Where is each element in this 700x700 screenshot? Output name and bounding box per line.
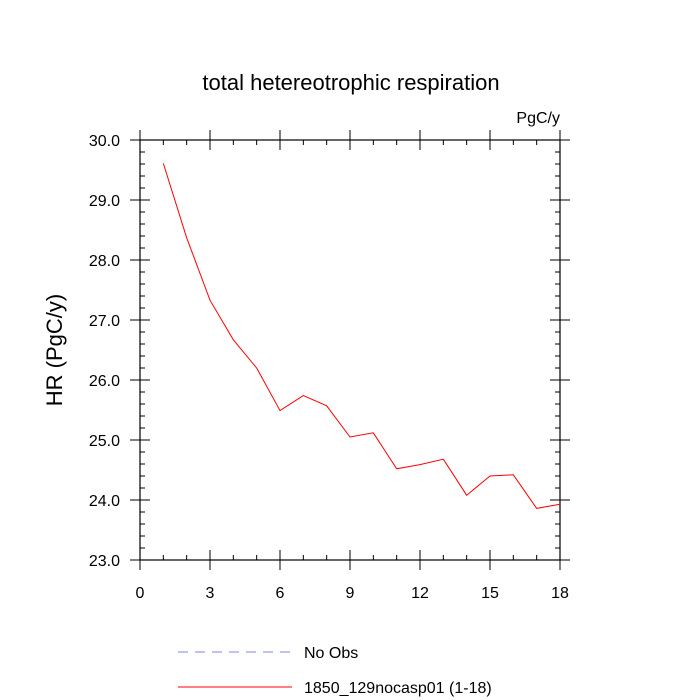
units-label: PgC/y (516, 110, 560, 127)
y-tick-label: 25.0 (89, 433, 120, 450)
y-tick-label: 30.0 (89, 133, 120, 150)
y-axis-label: HR (PgC/y) (42, 294, 67, 406)
y-tick-label: 28.0 (89, 253, 120, 270)
y-tick-label: 24.0 (89, 493, 120, 510)
y-tick-label: 29.0 (89, 193, 120, 210)
y-tick-label: 26.0 (89, 373, 120, 390)
x-tick-label: 6 (276, 585, 285, 602)
legend-label: No Obs (304, 645, 358, 662)
x-tick-label: 15 (481, 585, 499, 602)
y-tick-label: 23.0 (89, 553, 120, 570)
x-tick-label: 3 (206, 585, 215, 602)
legend-label: 1850_129nocasp01 (1-18) (304, 680, 492, 697)
y-tick-label: 27.0 (89, 313, 120, 330)
series-line (162, 163, 561, 509)
axis-ticks (130, 130, 570, 570)
legend: No Obs 1850_129nocasp01 (1-18) (178, 645, 492, 697)
x-tick-label: 18 (551, 585, 569, 602)
series-layer (162, 163, 561, 509)
chart-title: total hetereotrophic respiration (202, 70, 499, 95)
x-tick-label: 9 (346, 585, 355, 602)
x-tick-label: 12 (411, 585, 429, 602)
tick-labels: 0 3 6 9 12 15 18 23.0 24.0 25.0 26.0 27.0 28.0 29.0 30… (89, 133, 569, 602)
x-tick-label: 0 (136, 585, 145, 602)
plot-frame (139, 139, 561, 561)
